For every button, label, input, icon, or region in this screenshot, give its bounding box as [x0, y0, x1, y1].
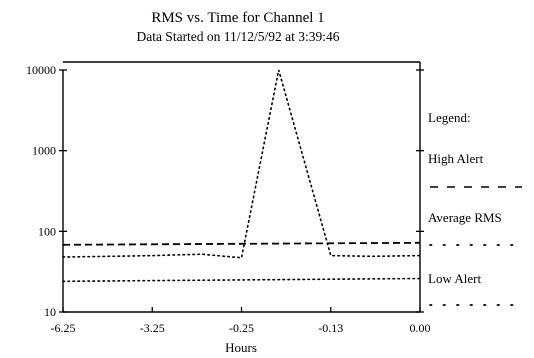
plot-area: 10 100 1000 10000 -6.25 -3.25 -0.25 -0.13 0.00: [26, 61, 431, 335]
x-tick-label: -0.13: [318, 321, 343, 335]
x-tick-label: -6.25: [51, 321, 76, 335]
y-tick-label: 10000: [26, 63, 56, 77]
x-tick-label: 0.00: [410, 321, 431, 335]
chart-subtitle: Data Started on 11/12/5/92 at 3:39:46: [136, 29, 339, 44]
legend-entry-high-alert: High Alert: [428, 151, 484, 166]
x-tick-label: -0.25: [229, 321, 254, 335]
legend-entry-average-rms: Average RMS: [428, 210, 502, 225]
y-ticks: 10 100 1000 10000: [26, 63, 424, 319]
y-tick-label: 1000: [32, 144, 56, 158]
x-axis-label: Hours: [225, 340, 257, 355]
series-group: [62, 69, 421, 283]
legend-entry-low-alert: Low Alert: [428, 271, 481, 286]
legend: Legend: High Alert Average RMS Low Alert: [428, 110, 523, 306]
series-line-average-rms: [62, 69, 421, 259]
series-line-low-alert: [62, 277, 421, 283]
y-tick-label: 100: [38, 224, 56, 238]
series-line-high-alert: [62, 241, 421, 246]
y-tick-label: 10: [44, 305, 56, 319]
x-tick-label: -3.25: [140, 321, 165, 335]
x-ticks: -6.25 -3.25 -0.25 -0.13 0.00: [51, 307, 431, 335]
chart-title: RMS vs. Time for Channel 1: [151, 10, 324, 26]
legend-title: Legend:: [428, 110, 471, 125]
